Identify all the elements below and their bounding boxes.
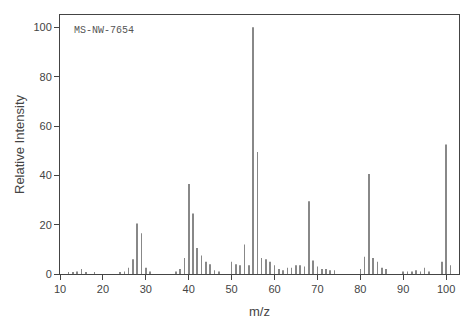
svg-text:40: 40 [40, 169, 52, 181]
svg-text:80: 80 [40, 71, 52, 83]
svg-text:50: 50 [225, 283, 237, 295]
svg-text:0: 0 [46, 268, 52, 280]
svg-text:30: 30 [140, 283, 152, 295]
svg-text:60: 60 [268, 283, 280, 295]
svg-text:70: 70 [311, 283, 323, 295]
svg-text:Relative Intensity: Relative Intensity [12, 95, 27, 194]
svg-text:20: 20 [97, 283, 109, 295]
svg-text:MS-NW-7654: MS-NW-7654 [74, 25, 134, 36]
svg-text:40: 40 [183, 283, 195, 295]
svg-text:100: 100 [437, 283, 455, 295]
svg-text:100: 100 [33, 21, 51, 33]
svg-text:60: 60 [40, 120, 52, 132]
svg-text:90: 90 [397, 283, 409, 295]
svg-text:m/z: m/z [249, 304, 270, 319]
svg-text:80: 80 [354, 283, 366, 295]
svg-text:20: 20 [40, 219, 52, 231]
svg-text:10: 10 [54, 283, 66, 295]
